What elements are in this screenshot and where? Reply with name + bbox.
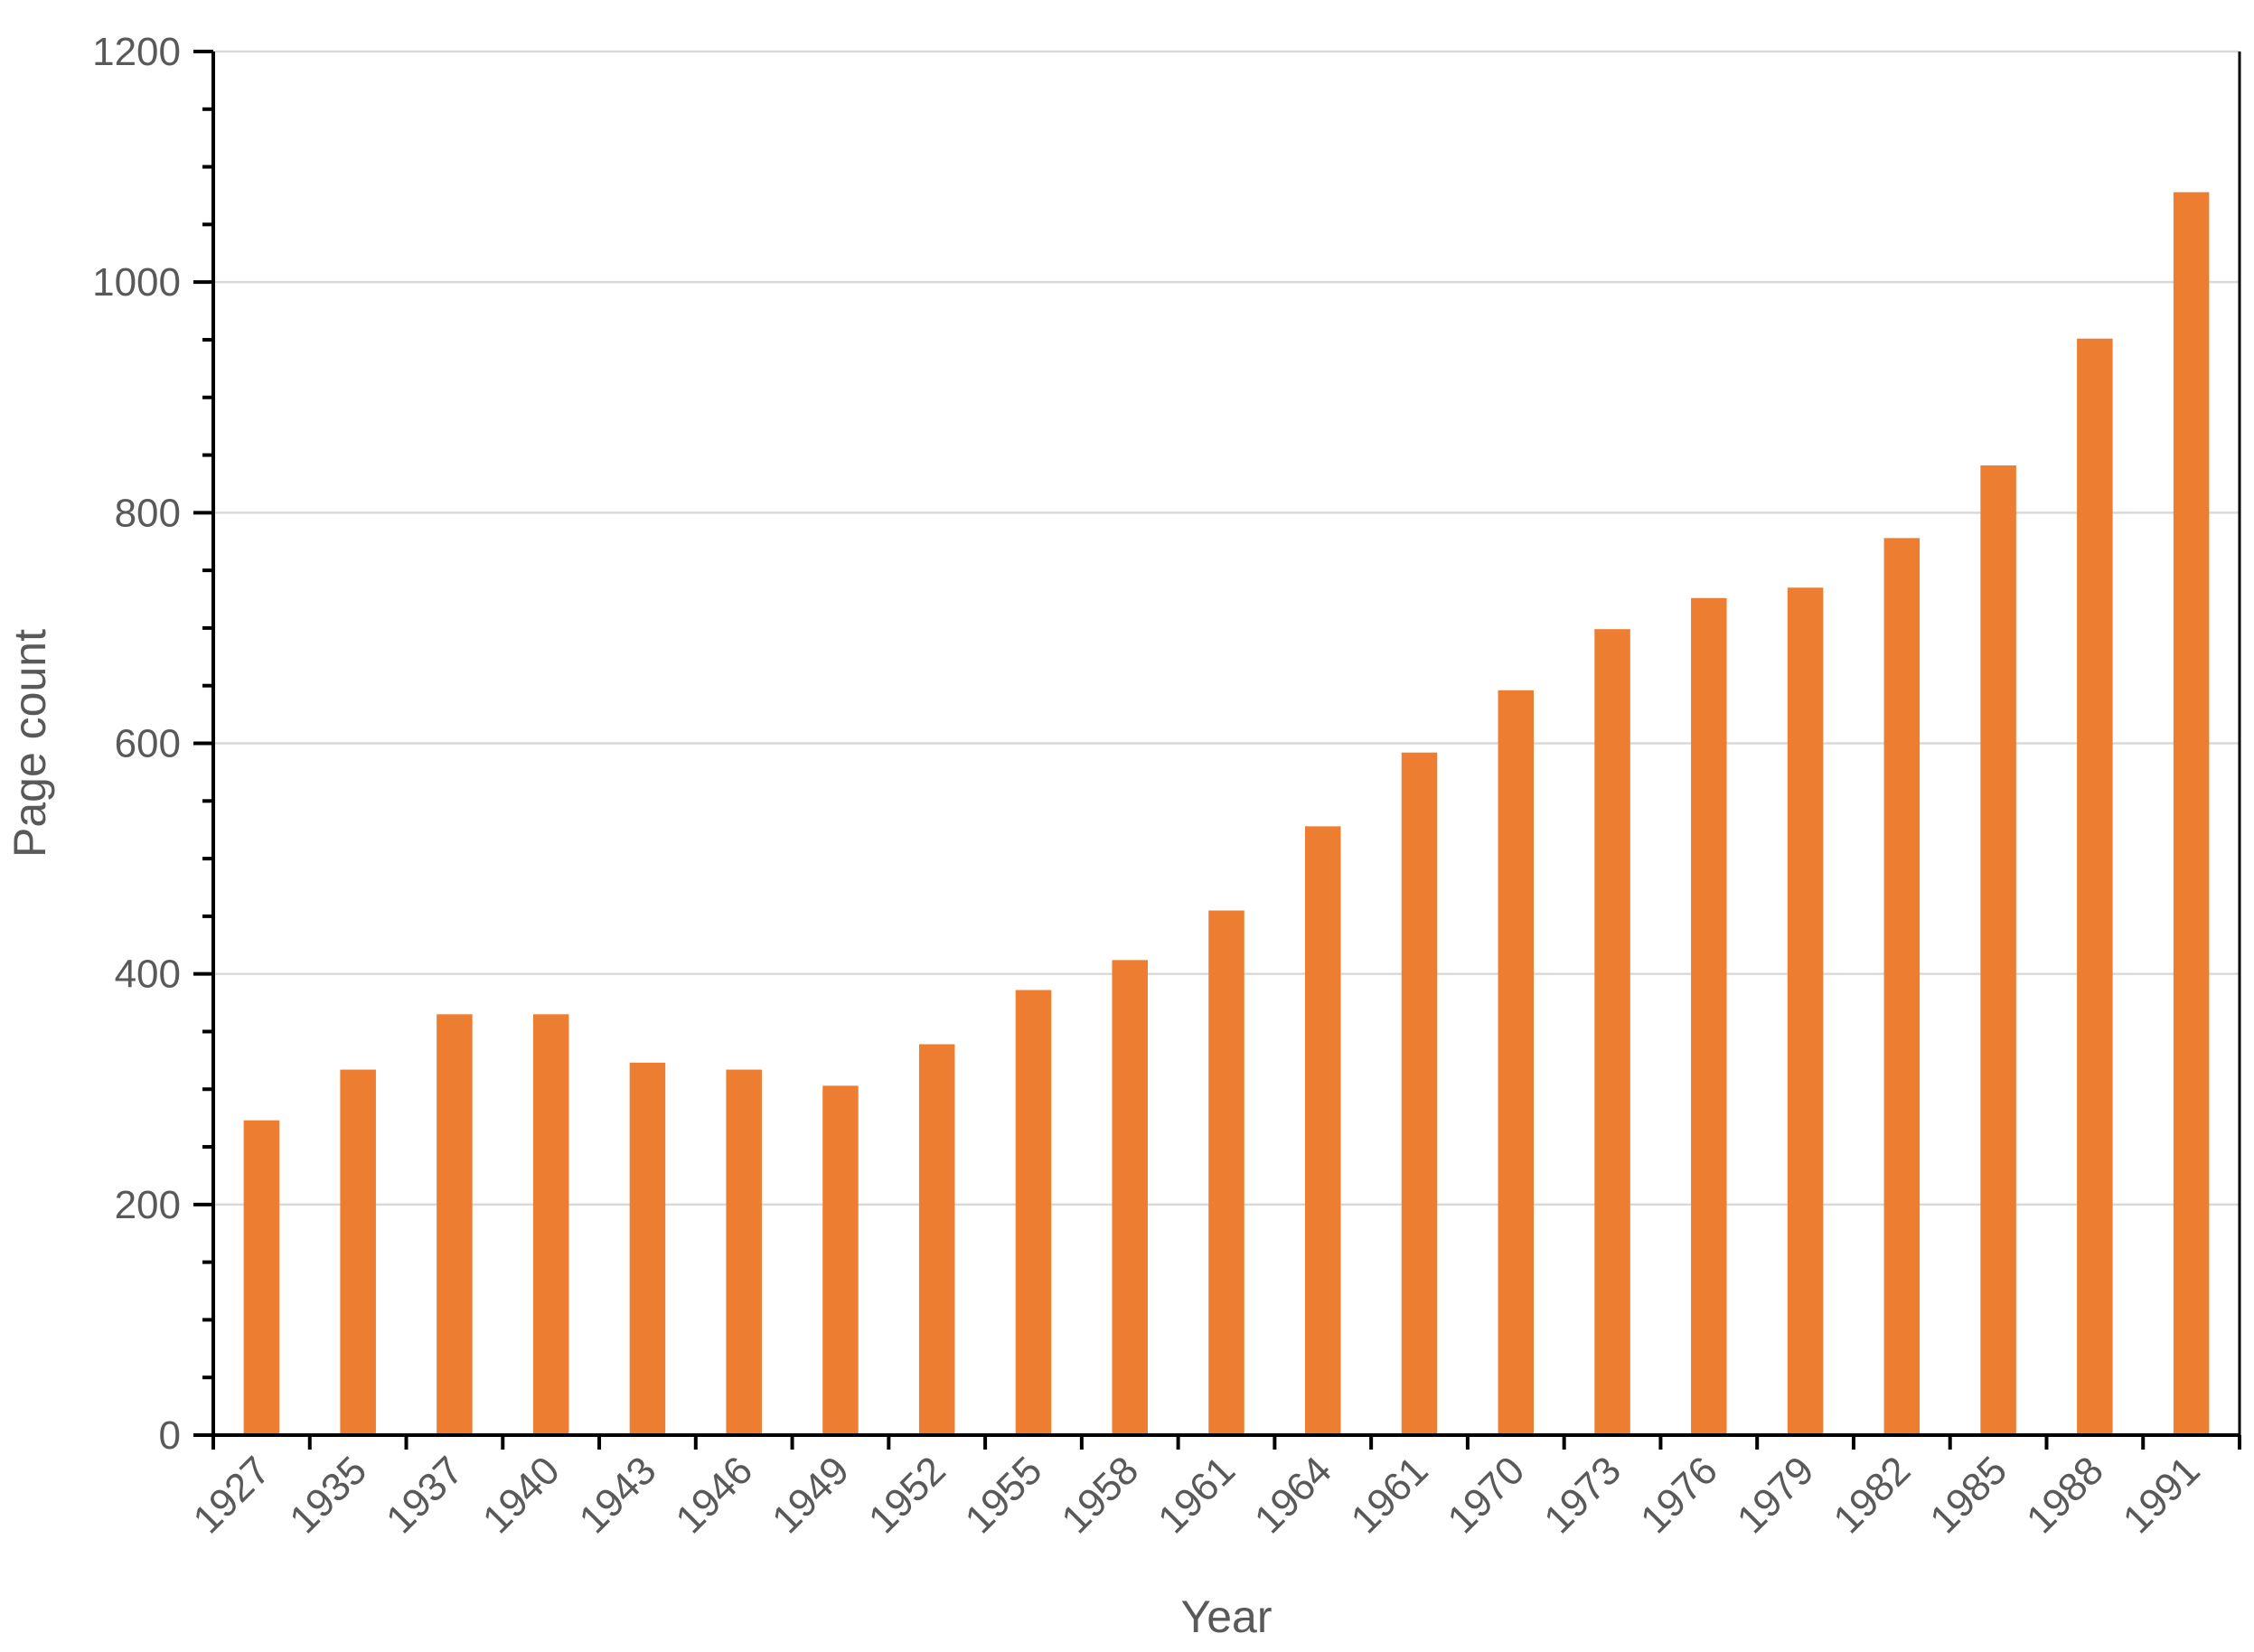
bar [1208,910,1244,1435]
y-tick-label: 600 [115,722,181,766]
bar [437,1014,473,1435]
y-tick-label: 800 [115,491,181,535]
x-tick-label: 1940 [474,1448,568,1542]
bar [629,1062,666,1435]
x-tick-label: 1988 [2018,1448,2112,1542]
bar [1305,826,1341,1435]
x-tick-label: 1991 [2115,1448,2209,1542]
y-tick-label: 1000 [92,260,181,305]
bar [726,1069,762,1435]
x-axis-title: Year [1180,1591,1272,1642]
x-tick-label: 1979 [1729,1448,1823,1542]
bar [2173,192,2210,1436]
bar [1112,960,1148,1435]
bar [1401,752,1438,1435]
bar [2077,338,2113,1435]
bar [1594,629,1630,1435]
x-tick-label: 1946 [667,1448,761,1542]
bars [243,192,2210,1436]
x-tick-label: 1937 [378,1448,472,1542]
y-tick-labels: 0 200 400 600 800 1000 1200 [92,30,181,1458]
bar [532,1014,569,1435]
bar [340,1069,376,1435]
x-tick-label: 1964 [1246,1448,1340,1542]
x-tick-label: 1985 [1921,1448,2015,1542]
bar [1883,538,1921,1435]
bar [1498,690,1535,1435]
x-tick-label: 1958 [1053,1448,1147,1542]
x-tick-label: 1970 [1439,1448,1533,1542]
x-tick-label: 1927 [185,1448,279,1542]
x-tick-label: 1943 [571,1448,665,1542]
x-tick-label: 1982 [1826,1448,1920,1542]
bar [243,1120,280,1435]
x-tick-label: 1949 [764,1448,858,1542]
bar [1787,587,1824,1435]
x-tick-label: 1976 [1632,1448,1726,1542]
x-tick-label: 1973 [1536,1448,1629,1542]
x-tick-labels: 1927 1935 1937 1940 1943 1946 1949 1952 1955 1958… [185,1448,2209,1542]
x-tick-label: 1952 [860,1448,954,1542]
x-tick-label: 1961 [1343,1448,1437,1542]
y-axis-title: Page count [5,629,55,858]
bar [1015,990,1052,1435]
bar [918,1044,955,1435]
y-tick-label: 0 [159,1413,181,1458]
bar [1691,597,1727,1435]
bar [822,1085,859,1435]
x-tick-label: 1955 [957,1448,1051,1542]
y-tick-label: 400 [115,953,181,997]
x-tick-label: 1961 [1150,1448,1244,1542]
y-tick-label: 200 [115,1183,181,1227]
x-tick-label: 1935 [281,1448,375,1542]
y-tick-label: 1200 [92,30,181,74]
axes [193,50,2241,1450]
bar [1980,465,2016,1435]
